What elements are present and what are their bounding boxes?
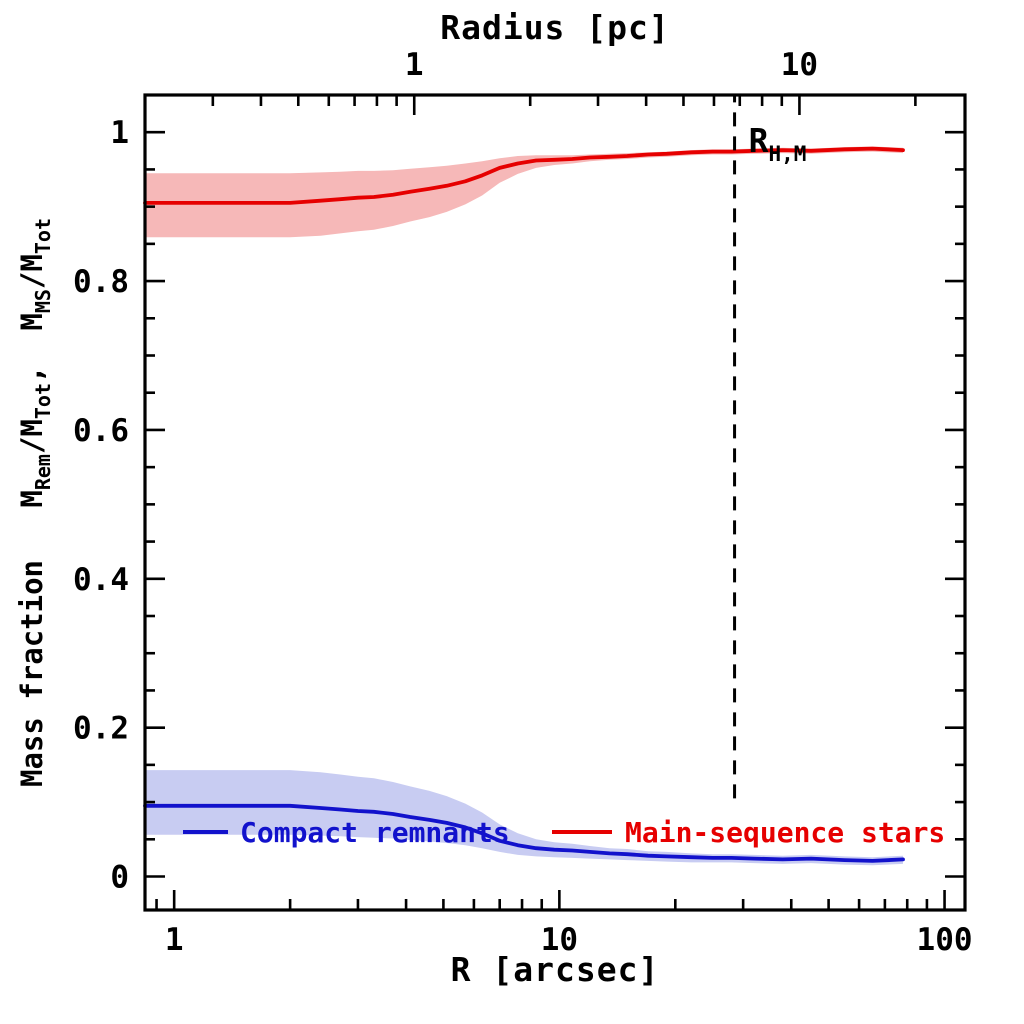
half-mass-radius-label: RH,M <box>749 121 807 166</box>
legend-item-compact-remnants: Compact remnants <box>183 816 510 849</box>
legend-item-main-sequence-stars: Main-sequence stars <box>552 816 945 849</box>
x-top-tick-label: 1 <box>405 47 424 83</box>
series-band-main-sequence-stars <box>145 146 903 238</box>
x-tick-label: 1 <box>165 922 184 958</box>
y-tick-label: 1 <box>110 115 129 151</box>
x-tick-label: 10 <box>541 922 578 958</box>
legend-label: Main-sequence stars <box>625 816 945 849</box>
y-axis-title: Mass fraction MRem/MTot, MMS/MTot <box>15 218 55 787</box>
series-line-compact-remnants <box>143 803 905 863</box>
y-tick-label: 0 <box>110 860 129 896</box>
x-tick-label: 100 <box>917 922 973 958</box>
y-tick-label: 0.2 <box>73 711 129 747</box>
y-tick-label: 0.6 <box>73 413 129 449</box>
series-band-compact-remnants <box>145 770 903 866</box>
top-axis-title: Radius [pc] <box>440 8 670 47</box>
y-tick-label: 0.8 <box>73 264 129 300</box>
series-line-main-sequence-stars <box>143 146 905 205</box>
plot-frame <box>143 93 967 912</box>
x-top-tick-label: 10 <box>781 47 818 83</box>
legend-label: Compact remnants <box>240 816 510 849</box>
bottom-axis-title: R [arcsec] <box>450 950 660 989</box>
y-tick-label: 0.4 <box>73 562 129 598</box>
